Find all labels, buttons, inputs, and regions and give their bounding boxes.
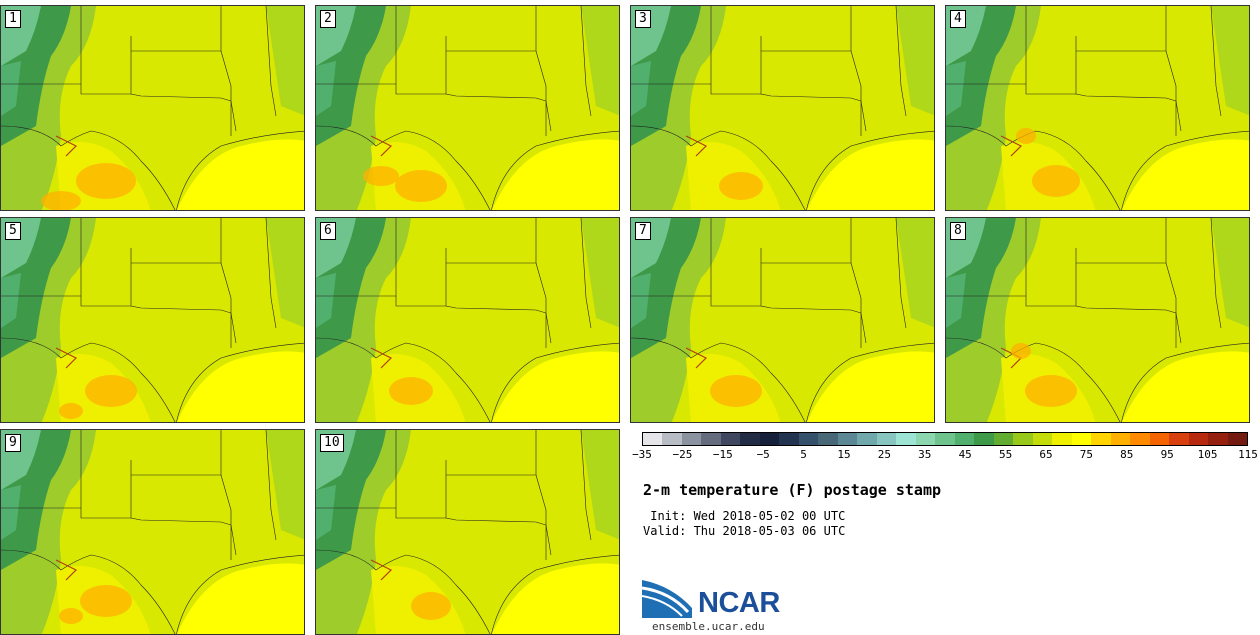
colorbar-tick-label: 85 — [1120, 448, 1134, 461]
temperature-map — [1, 6, 304, 210]
temperature-map — [1, 218, 304, 422]
panel-label: 5 — [5, 222, 21, 240]
panel-4[interactable]: 4 — [945, 5, 1250, 211]
colorbar-swatch — [1188, 433, 1209, 445]
panel-label: 4 — [950, 10, 966, 28]
colorbar-legend: −35 −25 −15 −5 5 15 25 35 45 55 65 75 85 95 105 115 — [632, 432, 1258, 464]
panel-label: 7 — [635, 222, 651, 240]
panel-7[interactable]: 7 — [630, 217, 935, 423]
temperature-map — [316, 218, 619, 422]
colorbar-swatch — [1227, 433, 1248, 445]
colorbar-swatch — [896, 433, 916, 445]
colorbar-swatch — [662, 433, 682, 445]
colorbar-swatch — [935, 433, 955, 445]
ncar-logo-icon — [642, 580, 692, 618]
colorbar-swatch — [954, 433, 975, 445]
colorbar-tick-label: 95 — [1160, 448, 1174, 461]
colorbar-swatch — [837, 433, 858, 445]
panel-3[interactable]: 3 — [630, 5, 935, 211]
colorbar-swatch — [876, 433, 897, 445]
temperature-map — [946, 218, 1249, 422]
colorbar-tick-label: −5 — [756, 448, 770, 461]
colorbar-swatch — [993, 433, 1014, 445]
colorbar-swatch — [1032, 433, 1053, 445]
colorbar-swatch — [1169, 433, 1189, 445]
panel-label: 6 — [320, 222, 336, 240]
colorbar-swatch — [1091, 433, 1111, 445]
colorbar-swatch — [779, 433, 799, 445]
panel-label: 10 — [320, 434, 344, 452]
colorbar-tick-label: −25 — [672, 448, 693, 461]
colorbar-tick-label: −35 — [632, 448, 652, 461]
colorbar-swatch — [1013, 433, 1033, 445]
colorbar-tick-label: 5 — [800, 448, 807, 461]
colorbar-tick-label: 25 — [877, 448, 892, 461]
colorbar-swatch — [720, 433, 741, 445]
colorbar-tick-label: 105 — [1197, 448, 1218, 461]
panel-6[interactable]: 6 — [315, 217, 620, 423]
site-url[interactable]: ensemble.ucar.edu — [652, 620, 765, 633]
panel-5[interactable]: 5 — [0, 217, 305, 423]
colorbar-swatch — [1149, 433, 1170, 445]
colorbar-swatch — [974, 433, 994, 445]
colorbar-swatch — [1208, 433, 1228, 445]
panel-10[interactable]: 10 — [315, 429, 620, 635]
init-time: Init: Wed 2018-05-02 00 UTC — [643, 509, 846, 523]
colorbar-tick-label: 35 — [918, 448, 932, 461]
colorbar-swatch — [759, 433, 780, 445]
panel-label: 2 — [320, 10, 336, 28]
colorbar-swatch — [643, 433, 663, 445]
ncar-logo-text: NCAR — [698, 587, 780, 619]
panel-2[interactable]: 2 — [315, 5, 620, 211]
temperature-map — [631, 218, 934, 422]
colorbar-tick-label: 115 — [1238, 448, 1258, 461]
panel-label: 9 — [5, 434, 21, 452]
colorbar-swatch — [681, 433, 702, 445]
panel-8[interactable]: 8 — [945, 217, 1250, 423]
colorbar-tick-label: 55 — [998, 448, 1013, 461]
temperature-map — [946, 6, 1249, 210]
colorbar-tick-label: 45 — [958, 448, 972, 461]
colorbar-ticks: −35 −25 −15 −5 5 15 25 35 45 55 65 75 85 95 105 115 — [632, 446, 1258, 464]
colorbar-swatch — [818, 433, 838, 445]
colorbar-tick-label: −15 — [712, 448, 733, 461]
colorbar-swatch — [857, 433, 877, 445]
colorbar-swatch — [915, 433, 936, 445]
panel-label: 8 — [950, 222, 966, 240]
colorbar-swatch — [1130, 433, 1150, 445]
panel-label: 3 — [635, 10, 651, 28]
colorbar-swatch — [740, 433, 760, 445]
plot-title: 2-m temperature (F) postage stamp — [643, 481, 942, 499]
panel-9[interactable]: 9 — [0, 429, 305, 635]
temperature-map — [316, 6, 619, 210]
temperature-map — [631, 6, 934, 210]
temperature-map — [316, 430, 619, 634]
colorbar-swatch — [798, 433, 819, 445]
colorbar-tick-label: 75 — [1079, 448, 1094, 461]
colorbar-swatch — [701, 433, 721, 445]
colorbar-swatch — [1110, 433, 1131, 445]
colorbar — [642, 432, 1248, 446]
colorbar-tick-label: 65 — [1039, 448, 1053, 461]
panel-label: 1 — [5, 10, 21, 28]
colorbar-tick-label: 15 — [837, 448, 851, 461]
panel-1[interactable]: 1 — [0, 5, 305, 211]
colorbar-swatch — [1052, 433, 1072, 445]
colorbar-swatch — [1071, 433, 1092, 445]
temperature-map — [1, 430, 304, 634]
valid-time: Valid: Thu 2018-05-03 06 UTC — [643, 524, 846, 538]
